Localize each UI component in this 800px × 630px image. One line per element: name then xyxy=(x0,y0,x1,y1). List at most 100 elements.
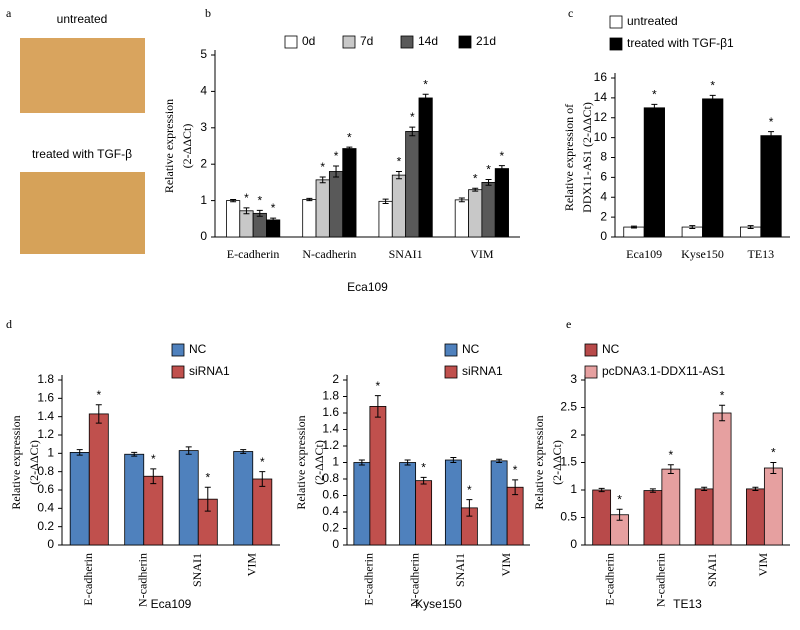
significance-mark: * xyxy=(771,446,776,460)
y-tick-label: 0.5 xyxy=(560,510,577,524)
error-bar xyxy=(689,225,696,230)
legend-swatch xyxy=(342,35,356,49)
error-bar xyxy=(404,459,411,466)
legend-swatch xyxy=(444,365,458,379)
y-tick-label: 0.8 xyxy=(37,464,54,478)
legend-swatch xyxy=(444,343,458,357)
x-tick-label: VIM xyxy=(499,553,513,577)
error-bar xyxy=(95,404,102,424)
y-tick-label: 2 xyxy=(200,156,207,170)
legend-label: treated with TGF-β1 xyxy=(627,36,734,50)
y-tick-label: 0 xyxy=(332,537,339,551)
error-bar xyxy=(150,468,157,485)
bar xyxy=(369,405,387,546)
y-tick-label: 1.2 xyxy=(322,438,339,452)
bar xyxy=(763,467,783,546)
x-tick-label: N-cadherin xyxy=(654,553,668,607)
x-tick-label: TE13 xyxy=(747,247,774,261)
y-axis-label: Relative expression of xyxy=(562,104,576,211)
bar xyxy=(444,459,462,546)
error-bar xyxy=(131,451,138,457)
x-tick-label: E-cadherin xyxy=(602,553,616,606)
bar xyxy=(391,174,407,238)
x-tick-label: VIM xyxy=(245,553,259,577)
y-axis-label: Relative expression xyxy=(532,415,546,509)
significance-mark: * xyxy=(710,79,715,93)
legend-label: 14d xyxy=(418,34,438,48)
error-bar xyxy=(667,464,674,474)
legend-swatch xyxy=(609,37,623,51)
error-bar xyxy=(651,103,658,112)
significance-mark: * xyxy=(617,492,622,506)
legend-swatch xyxy=(584,343,598,357)
error-bar xyxy=(598,487,605,493)
legend-swatch xyxy=(609,15,623,29)
y-axis-label: Relative expression xyxy=(9,415,23,509)
bar xyxy=(266,219,281,238)
error-bar xyxy=(496,458,503,463)
error-bar xyxy=(240,449,247,454)
legend-swatch xyxy=(171,365,185,379)
significance-mark: * xyxy=(769,115,774,129)
bar xyxy=(178,450,199,546)
error-bar xyxy=(458,197,465,203)
y-axis-unit: (2-ΔΔCt) xyxy=(27,440,41,485)
bar xyxy=(746,488,765,546)
legend-label: pcDNA3.1-DDX11-AS1 xyxy=(602,364,725,378)
micrograph xyxy=(20,38,145,113)
y-tick-label: 14 xyxy=(594,90,608,104)
bar xyxy=(490,460,508,546)
error-bar xyxy=(770,462,777,474)
x-tick-label: N-cadherin xyxy=(302,247,356,261)
bar xyxy=(342,148,357,238)
bar xyxy=(69,452,90,546)
x-axis-label: Kyse150 xyxy=(415,597,462,611)
significance-mark: * xyxy=(320,160,325,174)
y-tick-label: 12 xyxy=(594,110,608,124)
bar xyxy=(143,475,164,546)
x-tick-label: N-cadherin xyxy=(136,553,150,607)
bar xyxy=(415,480,433,546)
y-tick-label: 6 xyxy=(600,170,607,184)
significance-mark: * xyxy=(500,149,505,163)
error-bar xyxy=(701,486,708,492)
error-bar xyxy=(420,476,427,485)
significance-mark: * xyxy=(397,155,402,169)
y-tick-label: 1.4 xyxy=(37,409,54,423)
y-tick-label: 4 xyxy=(200,84,207,98)
bar xyxy=(328,171,344,238)
y-tick-label: 2 xyxy=(570,427,577,441)
significance-mark: * xyxy=(260,455,265,469)
error-bar xyxy=(358,459,365,466)
error-bar xyxy=(185,446,192,455)
bar xyxy=(418,97,433,238)
significance-mark: * xyxy=(257,194,262,208)
significance-mark: * xyxy=(151,452,156,466)
significance-mark: * xyxy=(513,463,518,477)
y-tick-label: 1.6 xyxy=(322,405,339,419)
y-tick-label: 0 xyxy=(570,537,577,551)
legend-swatch xyxy=(584,365,598,379)
y-axis-label: Relative expression xyxy=(294,415,308,509)
significance-mark: * xyxy=(271,201,276,215)
significance-mark: * xyxy=(347,130,352,144)
panel-label: c xyxy=(568,6,573,20)
bar xyxy=(302,199,317,238)
significance-mark: * xyxy=(244,191,249,205)
y-tick-label: 0 xyxy=(600,229,607,243)
bar xyxy=(643,490,663,546)
y-tick-label: 1.8 xyxy=(322,389,339,403)
significance-mark: * xyxy=(205,470,210,484)
bar xyxy=(399,462,417,546)
legend-label: 21d xyxy=(476,34,496,48)
error-bar xyxy=(768,131,775,141)
y-tick-label: 2.5 xyxy=(560,400,577,414)
bar xyxy=(315,179,330,238)
legend-label: untreated xyxy=(627,14,678,28)
y-tick-label: 1 xyxy=(200,193,207,207)
error-bar xyxy=(319,176,326,184)
error-bar xyxy=(649,488,656,493)
bar xyxy=(712,412,732,546)
y-tick-label: 1.6 xyxy=(37,391,54,405)
